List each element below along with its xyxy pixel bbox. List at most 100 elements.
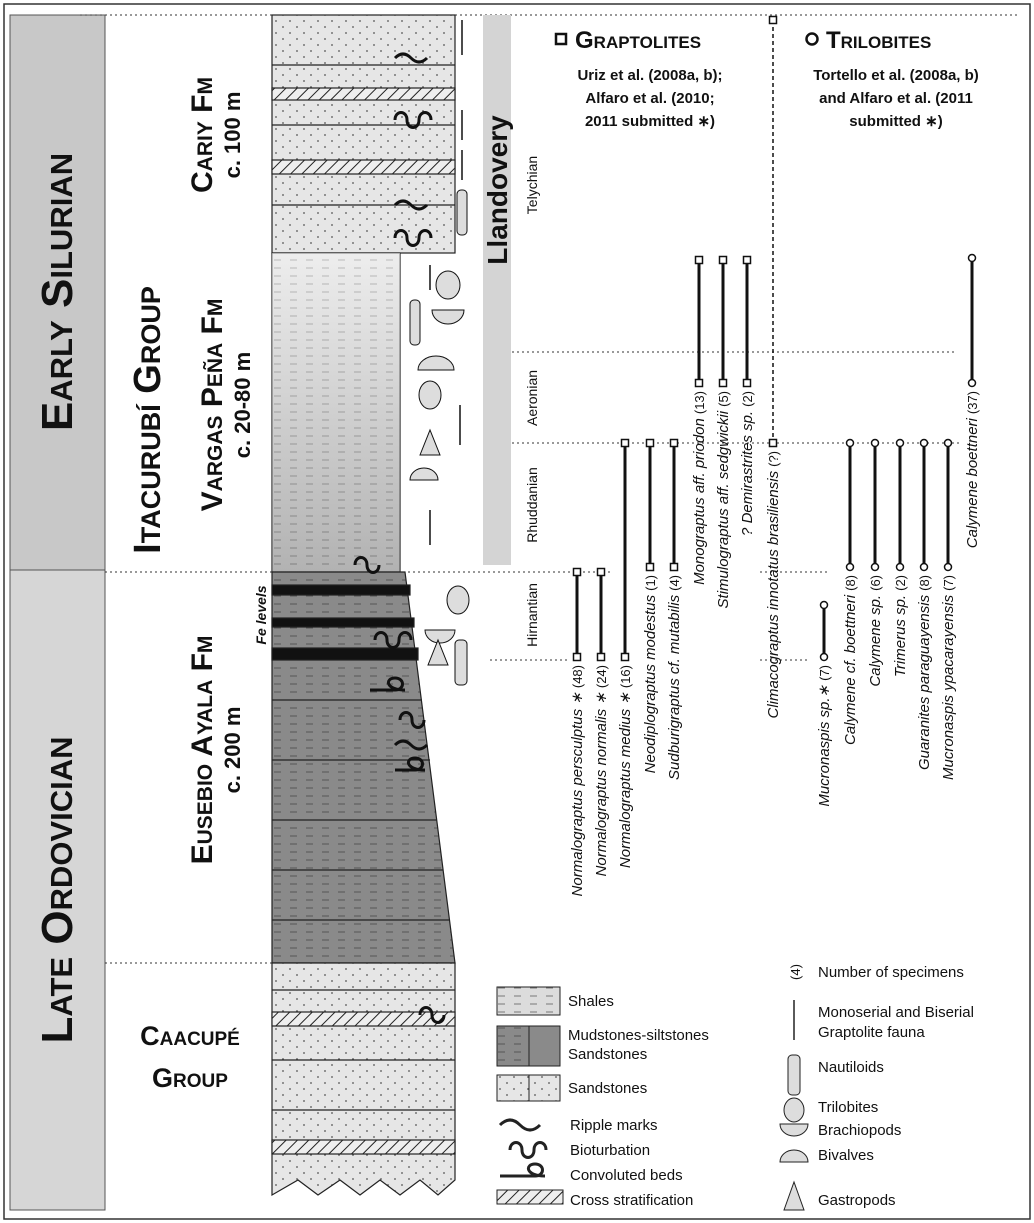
taxon-name: Calymene sp.: [867, 595, 884, 687]
group-label: Itacurubí Group: [127, 286, 169, 554]
taxon-label: Normalograptus medius ∗(16): [617, 665, 634, 868]
period-label: Early Silurian: [33, 153, 82, 431]
series-bar: [483, 15, 511, 565]
taxon-name: Neodiplograptus modestus: [642, 594, 659, 773]
source: Tortello et al. (2008a, b): [813, 67, 979, 84]
page: {"periods":["Early Silurian","Late Ordov…: [0, 0, 1034, 1223]
taxon-name: Monograptus aff. priodon: [691, 418, 708, 585]
group-label: Group: [152, 1063, 228, 1093]
range-end: [897, 440, 904, 447]
taxon-name: Stimulograptus aff. sedgwickii: [715, 410, 732, 608]
range-end: [847, 564, 854, 571]
taxon-name: Calymene cf. boettneri: [842, 594, 859, 745]
range-end: [969, 255, 976, 262]
taxon-count: (13): [692, 391, 707, 414]
range-end: [821, 654, 828, 661]
formation-thickness: c. 200 m: [220, 707, 245, 794]
stage-label: Rhuddanian: [524, 467, 540, 543]
range-end: [945, 564, 952, 571]
taxon-name: Climacograptus innotatus brasiliensis: [765, 470, 782, 718]
formation-thickness: c. 20-80 m: [230, 352, 255, 458]
series-label: Llandovery: [482, 115, 513, 265]
range-end: [821, 602, 828, 609]
taxon-label: ? Demirastrites sp.(2): [739, 391, 756, 536]
legend-label: Bioturbation: [570, 1142, 650, 1159]
legend-label: Sandstones: [568, 1080, 647, 1097]
trilobite-key: [807, 34, 818, 45]
taxon-count: (2): [893, 575, 908, 591]
taxon-count: (8): [843, 575, 858, 591]
taxon-label: Monograptus aff. priodon (13): [691, 391, 708, 585]
range-end: [897, 564, 904, 571]
taxon-count: (7): [941, 575, 956, 591]
taxon-label: Mucronaspis ypacarayensis (7): [940, 575, 957, 780]
range-end: [598, 569, 605, 576]
range-end: [622, 654, 629, 661]
stage-label: Hirnantian: [524, 583, 540, 647]
range-end: [696, 380, 703, 387]
formation-name: Eusebio Ayala Fm: [186, 636, 219, 865]
range-end: [969, 380, 976, 387]
taxon-count: (5): [716, 391, 731, 407]
range-end: [647, 564, 654, 571]
legend-label: Cross stratification: [570, 1192, 693, 1209]
range-end: [872, 440, 879, 447]
range-end: [720, 380, 727, 387]
taxon-count: (7): [817, 665, 832, 681]
range-end: [770, 440, 777, 447]
section-title: Trilobites: [826, 27, 931, 54]
formation-thickness: c. 100 m: [220, 92, 245, 179]
taxon-label: Normalograptus persculptus ∗(48): [569, 665, 586, 896]
taxon-name: Mucronaspis ypacarayensis: [940, 594, 957, 780]
group-label: Caacupé: [140, 1021, 240, 1051]
range-end: [744, 257, 751, 264]
range-end: [872, 564, 879, 571]
taxon-count: (?): [766, 451, 781, 467]
taxon-count: (24): [594, 665, 609, 688]
range-end: [847, 440, 854, 447]
fe-levels: Fe levels: [253, 585, 269, 644]
legend-label: Shales: [568, 993, 614, 1010]
range-end: [574, 654, 581, 661]
source: and Alfaro et al. (2011: [819, 90, 973, 107]
taxon-count: (37): [965, 391, 980, 414]
legend-label: Trilobites: [818, 1099, 878, 1116]
taxon-name: Mucronaspis sp.∗: [816, 684, 833, 806]
legend-label: Monoserial and Biserial: [818, 1004, 974, 1021]
source: 2011 submitted ∗): [585, 113, 715, 130]
taxon-count: (6): [868, 575, 883, 591]
legend-label: Sandstones: [568, 1046, 647, 1063]
range-end: [720, 257, 727, 264]
stage-label: Aeronian: [524, 370, 540, 426]
figure: Early Silurian Late Ordovician Itacurubí…: [0, 0, 1034, 1223]
taxon-label: Neodiplograptus modestus(1): [642, 575, 659, 773]
range-end: [945, 440, 952, 447]
range-end: [921, 440, 928, 447]
taxon-count: (8): [917, 575, 932, 591]
range-end: [671, 440, 678, 447]
period-label: Late Ordovician: [33, 737, 82, 1044]
stage-label: Telychian: [524, 156, 540, 214]
taxon-name: Calymene boettneri: [964, 417, 981, 548]
formation-name: Cariy Fm: [186, 77, 219, 193]
taxon-label: Mucronaspis sp.∗ (7): [816, 665, 833, 807]
range-end: [770, 17, 777, 24]
taxon-count: (16): [618, 665, 633, 688]
legend-label: Nautiloids: [818, 1059, 884, 1076]
legend-label: Brachiopods: [818, 1122, 901, 1139]
legend-label: Mudstones-siltstones: [568, 1027, 709, 1044]
source: Uriz et al. (2008a, b);: [577, 67, 722, 84]
range-end: [574, 569, 581, 576]
formation-name: Vargas Peña Fm: [196, 299, 229, 512]
taxon-name: Sudburigraptus cf. mutabilis: [666, 594, 683, 780]
taxon-ranges: Normalograptus persculptus ∗(48) Normalog…: [569, 17, 981, 897]
legend-label: Number of specimens: [818, 964, 964, 981]
source: Alfaro et al. (2010;: [585, 90, 714, 107]
taxon-label: Sudburigraptus cf. mutabilis(4): [666, 575, 683, 780]
taxon-label: Calymene cf. boettneri (8): [842, 575, 859, 745]
taxon-label: Climacograptus innotatus brasiliensis (?): [765, 451, 782, 719]
taxon-label: Normalograptus normalis ∗(24): [593, 665, 610, 876]
taxon-label: Trimerus sp.(2): [892, 575, 909, 677]
section-title: Graptolites: [575, 27, 701, 54]
taxon-label: Calymene sp. (6): [867, 575, 884, 687]
